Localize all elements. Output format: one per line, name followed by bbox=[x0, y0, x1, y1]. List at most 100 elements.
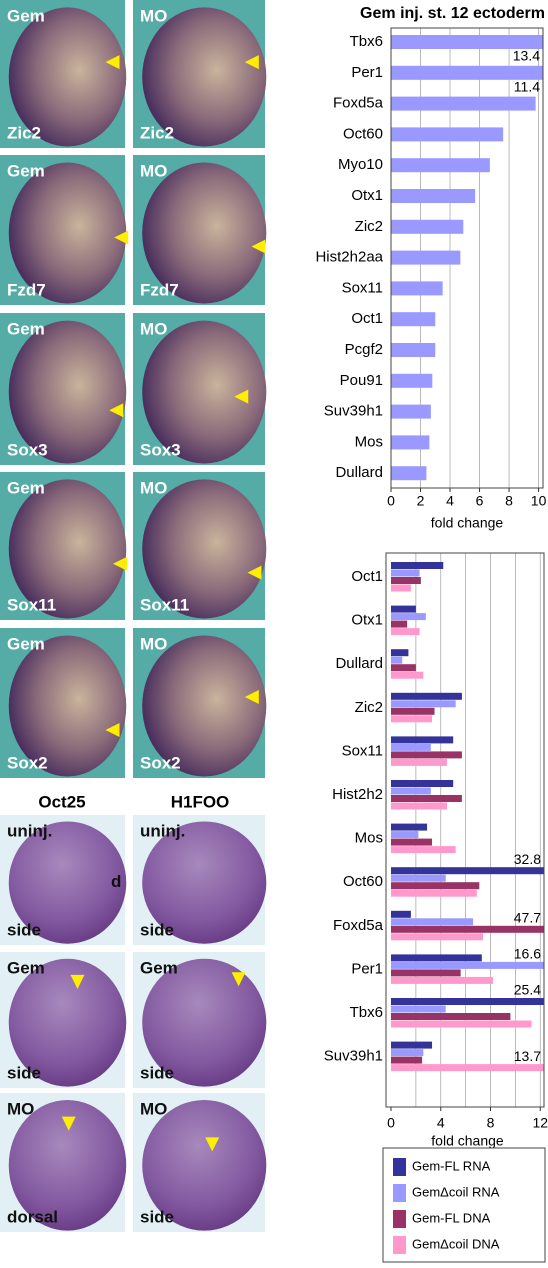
bar bbox=[391, 758, 447, 766]
arrowhead bbox=[61, 1116, 76, 1131]
bar bbox=[391, 918, 474, 926]
embryo bbox=[142, 821, 267, 944]
value-label: 11.4 bbox=[514, 79, 540, 95]
bar bbox=[391, 671, 424, 679]
bar bbox=[391, 961, 544, 969]
bar bbox=[391, 250, 461, 265]
bar bbox=[391, 158, 490, 173]
category-label: Sox11 bbox=[342, 279, 383, 296]
embryo bbox=[142, 1099, 267, 1231]
bar bbox=[391, 127, 504, 142]
x-tick-label: 6 bbox=[476, 493, 484, 509]
column-header: Oct25 bbox=[38, 792, 85, 811]
bar bbox=[391, 1041, 433, 1049]
panel-label: Sox11 bbox=[140, 595, 189, 614]
bar bbox=[391, 925, 544, 933]
bar bbox=[391, 562, 444, 569]
panel-label: Gem bbox=[140, 958, 178, 977]
bar bbox=[391, 65, 543, 80]
bar bbox=[391, 889, 477, 897]
bar bbox=[391, 569, 420, 577]
bar bbox=[391, 846, 456, 854]
panel-note: d bbox=[111, 872, 121, 891]
category-label: Oct1 bbox=[351, 568, 383, 585]
embryo bbox=[8, 1099, 127, 1231]
category-label: Hist2h2 bbox=[332, 786, 383, 803]
bar bbox=[391, 1013, 511, 1020]
bar bbox=[391, 620, 408, 628]
category-label: Foxd5a bbox=[333, 917, 384, 934]
embryo bbox=[142, 635, 267, 777]
category-label: Mos bbox=[355, 433, 383, 450]
bar bbox=[391, 787, 431, 795]
bar bbox=[391, 736, 454, 744]
bar bbox=[391, 882, 480, 890]
embryo bbox=[8, 635, 127, 777]
bar bbox=[391, 823, 428, 831]
embryo bbox=[8, 162, 127, 304]
panel-label: Gem bbox=[7, 6, 45, 25]
bar bbox=[391, 1020, 532, 1028]
bar bbox=[391, 435, 430, 450]
arrowhead bbox=[105, 55, 120, 70]
embryo bbox=[142, 479, 267, 619]
embryo bbox=[8, 320, 127, 464]
panel-label: Zic2 bbox=[7, 123, 41, 142]
category-label: Pcgf2 bbox=[345, 341, 383, 358]
legend-swatch bbox=[393, 1236, 406, 1254]
bar bbox=[391, 605, 416, 613]
plot-frame bbox=[385, 552, 545, 1108]
column-header: H1FOO bbox=[171, 792, 230, 811]
x-tick-label: 8 bbox=[505, 493, 513, 509]
legend-label: Gem-FL DNA bbox=[412, 1210, 491, 1225]
legend-swatch bbox=[393, 1158, 406, 1176]
bar bbox=[391, 831, 419, 839]
x-axis-label: fold change bbox=[431, 1133, 504, 1149]
bar bbox=[391, 969, 461, 977]
panel-label: side bbox=[140, 920, 174, 939]
bar bbox=[391, 577, 421, 584]
panel-label: MO bbox=[7, 1099, 34, 1118]
panel-label: side bbox=[7, 920, 41, 939]
bar bbox=[391, 656, 403, 664]
value-label: 16.6 bbox=[514, 946, 541, 962]
bar bbox=[391, 802, 447, 810]
embryo bbox=[8, 821, 127, 944]
panel-label: Gem bbox=[7, 161, 45, 180]
category-label: Oct1 bbox=[351, 310, 383, 327]
x-tick-label: 10 bbox=[531, 493, 547, 509]
legend-frame bbox=[382, 1147, 546, 1263]
legend-swatch bbox=[393, 1184, 406, 1202]
bar bbox=[391, 189, 476, 203]
bar bbox=[391, 1064, 544, 1072]
value-label: 13.4 bbox=[513, 48, 540, 64]
category-label: Foxd5a bbox=[333, 95, 384, 112]
category-label: Oct60 bbox=[343, 125, 383, 142]
bar bbox=[391, 219, 464, 234]
value-label: 47.7 bbox=[514, 910, 541, 926]
arrowhead bbox=[105, 723, 120, 737]
arrowhead bbox=[114, 230, 129, 245]
x-tick-label: 4 bbox=[437, 1115, 445, 1131]
bar bbox=[391, 1005, 446, 1013]
panel-label: Sox11 bbox=[7, 595, 56, 614]
panel-label: MO bbox=[140, 1099, 167, 1118]
legend-label: Gem-FL RNA bbox=[412, 1158, 491, 1173]
panel-label: Sox2 bbox=[140, 753, 181, 772]
arrowhead bbox=[251, 239, 266, 254]
legend-swatch bbox=[393, 1210, 406, 1228]
bar bbox=[391, 751, 462, 759]
embryo bbox=[142, 162, 267, 304]
bar bbox=[391, 35, 543, 49]
category-label: Otx1 bbox=[351, 612, 383, 629]
panel-label: MO bbox=[140, 478, 167, 497]
bar bbox=[391, 743, 431, 751]
panel-label: side bbox=[140, 1063, 174, 1082]
category-label: Tbx6 bbox=[350, 1004, 383, 1021]
category-label: Otx1 bbox=[351, 187, 383, 204]
panel-label: uninj. bbox=[140, 821, 185, 840]
panel-label: dorsal bbox=[7, 1207, 58, 1226]
bar bbox=[391, 867, 544, 875]
bar bbox=[391, 874, 446, 882]
panel-label: uninj. bbox=[7, 821, 52, 840]
